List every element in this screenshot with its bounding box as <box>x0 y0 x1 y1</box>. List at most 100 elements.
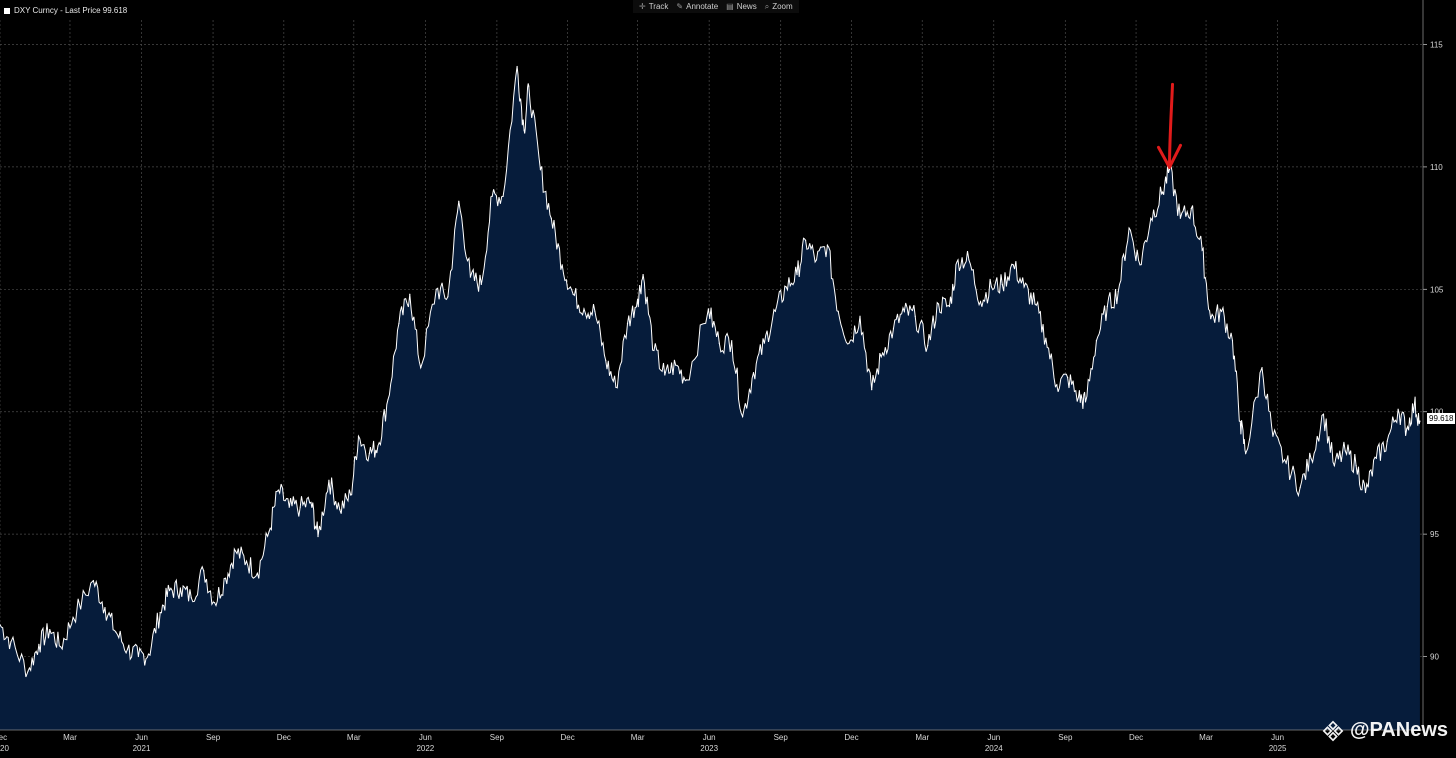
data-point <box>387 398 389 401</box>
data-point <box>235 550 237 552</box>
zoom-label: Zoom <box>772 2 793 11</box>
data-point <box>214 602 216 604</box>
data-point <box>637 298 639 300</box>
data-point <box>458 200 460 202</box>
arrow-shaft <box>1168 82 1174 169</box>
data-point <box>0 624 1 626</box>
binance-logo-icon <box>1322 720 1344 741</box>
x-tick-label: Sep <box>206 733 221 742</box>
data-point <box>92 580 94 582</box>
data-point <box>1001 283 1003 286</box>
x-axis: Dec Mar Jun Sep Dec Mar Jun Sep Dec Mar Jun Sep Dec M… <box>0 729 1423 753</box>
x-tick-label: Sep <box>774 733 789 742</box>
data-point <box>707 308 709 310</box>
data-point <box>572 293 574 295</box>
data-point <box>948 305 951 308</box>
data-point <box>937 303 940 305</box>
data-point <box>664 374 666 376</box>
y-tick-label: 100 <box>1430 408 1444 417</box>
data-point <box>1201 249 1203 251</box>
data-point <box>377 445 379 447</box>
data-point <box>224 577 227 579</box>
data-point <box>826 244 828 246</box>
data-point <box>245 560 248 562</box>
x-tick-label: Jun <box>135 733 148 742</box>
data-point <box>815 259 818 261</box>
x-tick-label: Jun <box>1271 733 1284 742</box>
data-point <box>796 274 798 276</box>
data-point <box>1231 340 1234 342</box>
data-point <box>491 195 493 197</box>
x-tick-label: Sep <box>490 733 505 742</box>
data-point <box>328 479 330 481</box>
data-point <box>859 315 861 317</box>
x-year-label: 2024 <box>985 744 1003 753</box>
zoom-button[interactable]: ⌕ Zoom <box>765 2 793 12</box>
data-point <box>1285 462 1287 464</box>
data-point <box>1190 207 1192 210</box>
data-point <box>420 367 422 369</box>
x-tick-label: Mar <box>631 733 645 742</box>
data-point <box>1045 337 1047 339</box>
data-point <box>115 631 117 633</box>
data-point <box>881 352 884 354</box>
watermark: @PANews <box>1322 719 1448 742</box>
data-point <box>357 435 360 437</box>
data-point <box>1034 303 1036 305</box>
data-point <box>1344 450 1346 452</box>
track-label: Track <box>648 2 669 11</box>
data-point <box>38 643 40 645</box>
data-point <box>686 379 688 381</box>
data-point <box>848 342 850 344</box>
data-point <box>1168 168 1171 170</box>
data-point <box>1355 464 1357 467</box>
data-point <box>1245 452 1247 454</box>
x-tick-label: Dec <box>0 733 7 742</box>
watermark-text: @PANews <box>1349 719 1448 741</box>
data-point <box>1413 403 1416 405</box>
data-point <box>1299 487 1301 489</box>
data-point <box>1210 318 1212 320</box>
data-point <box>1322 413 1325 415</box>
data-point <box>1364 491 1367 494</box>
data-point <box>561 264 563 266</box>
data-point <box>49 629 51 631</box>
data-point <box>1406 428 1408 430</box>
data-point <box>968 259 970 261</box>
arrow-head <box>1157 143 1182 169</box>
x-year-label: 2021 <box>133 744 151 753</box>
annotate-button[interactable]: ✎ Annotate <box>676 2 718 11</box>
data-point <box>516 65 518 68</box>
data-point <box>435 288 437 290</box>
data-point <box>1221 310 1223 312</box>
news-icon: ▤ <box>726 2 734 11</box>
data-point <box>147 653 150 655</box>
news-button[interactable]: ▤ News <box>726 2 757 11</box>
data-point <box>1056 384 1058 386</box>
data-point <box>1161 193 1163 195</box>
data-point <box>480 283 482 286</box>
data-point <box>785 286 787 288</box>
x-tick-label: Jun <box>703 733 716 742</box>
data-point <box>528 85 530 87</box>
data-point <box>168 589 171 592</box>
data-point <box>299 506 301 508</box>
data-point <box>339 509 341 511</box>
x-tick-label: Dec <box>277 733 291 742</box>
x-tick-label: Dec <box>561 733 575 742</box>
track-button[interactable]: ✛ Track <box>639 2 668 11</box>
data-point <box>1179 217 1181 219</box>
pencil-icon: ✎ <box>676 2 684 11</box>
data-point <box>1397 408 1399 410</box>
data-point <box>1012 264 1014 266</box>
y-tick-label: 115 <box>1430 40 1443 49</box>
y-tick-label: 110 <box>1430 163 1443 172</box>
x-year-label: 2025 <box>1269 744 1287 753</box>
data-point <box>502 195 504 197</box>
data-point <box>447 296 449 298</box>
data-point <box>203 570 205 572</box>
data-point <box>871 389 873 391</box>
data-point <box>903 310 905 312</box>
